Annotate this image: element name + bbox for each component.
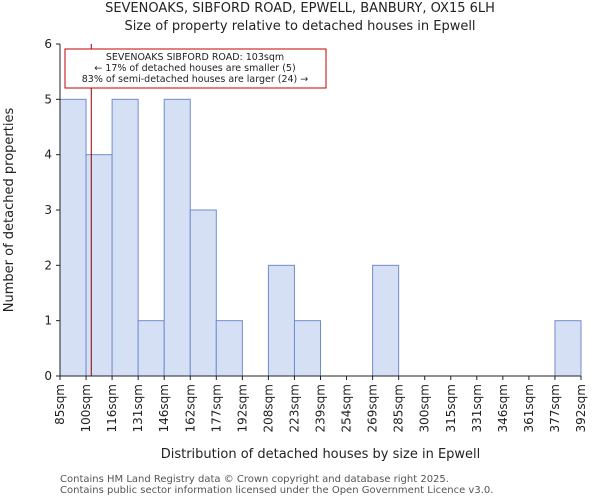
y-tick-label: 6 <box>44 37 52 51</box>
x-tick-label: 208sqm <box>261 384 275 432</box>
y-tick-label: 3 <box>44 203 52 217</box>
x-tick-label: 85sqm <box>53 384 67 425</box>
bar <box>372 264 400 377</box>
x-tick-label: 346sqm <box>496 384 510 432</box>
x-axis-label: Distribution of detached houses by size … <box>161 447 481 462</box>
y-tick-label: 5 <box>44 92 52 106</box>
x-tick-label: 223sqm <box>287 384 301 432</box>
bar <box>267 264 295 377</box>
annotation-box <box>64 48 327 89</box>
footer-attribution: Contains HM Land Registry data © Crown c… <box>60 474 493 496</box>
x-tick-label: 162sqm <box>183 384 197 432</box>
x-tick-label: 192sqm <box>235 384 249 432</box>
x-tick-label: 177sqm <box>209 384 223 432</box>
x-tick-label: 361sqm <box>522 384 536 432</box>
bar <box>111 98 139 377</box>
y-tick-label: 4 <box>44 148 52 162</box>
footer-line-2: Contains public sector information licen… <box>60 485 494 496</box>
bar <box>163 98 191 377</box>
x-tick-label: 131sqm <box>131 384 145 432</box>
x-tick-label: 315sqm <box>444 384 458 432</box>
chart-title-address: SEVENOAKS, SIBFORD ROAD, EPWELL, BANBURY… <box>105 1 495 16</box>
x-tick-label: 269sqm <box>366 384 380 432</box>
chart-subtitle: Size of property relative to detached ho… <box>124 19 476 34</box>
x-tick-label: 285sqm <box>392 384 406 432</box>
bar <box>85 154 113 377</box>
x-tick-label: 300sqm <box>418 384 432 432</box>
x-tick-label: 331sqm <box>470 384 484 432</box>
y-tick-label: 0 <box>44 369 52 383</box>
y-tick-label: 1 <box>44 314 52 328</box>
x-tick-label: 254sqm <box>340 384 354 432</box>
x-tick-label: 146sqm <box>157 384 171 432</box>
x-tick-label: 116sqm <box>105 384 119 432</box>
x-tick-label: 392sqm <box>574 384 588 432</box>
x-tick-label: 100sqm <box>79 384 93 432</box>
bar <box>59 98 87 377</box>
footer-line-1: Contains HM Land Registry data © Crown c… <box>60 474 449 485</box>
bar <box>215 320 243 377</box>
annotation-line-1: SEVENOAKS SIBFORD ROAD: 103sqm <box>106 52 284 63</box>
annotation-line-3: 83% of semi-detached houses are larger (… <box>82 74 309 85</box>
bar <box>293 320 322 377</box>
y-axis-label: Number of detached properties <box>2 108 17 313</box>
x-tick-label: 377sqm <box>548 384 562 432</box>
bar <box>189 209 217 377</box>
bar <box>137 320 165 377</box>
bar <box>554 320 582 377</box>
y-tick-label: 2 <box>44 258 52 272</box>
x-tick-label: 239sqm <box>314 384 328 432</box>
annotation-line-2: ← 17% of detached houses are smaller (5) <box>94 63 295 74</box>
